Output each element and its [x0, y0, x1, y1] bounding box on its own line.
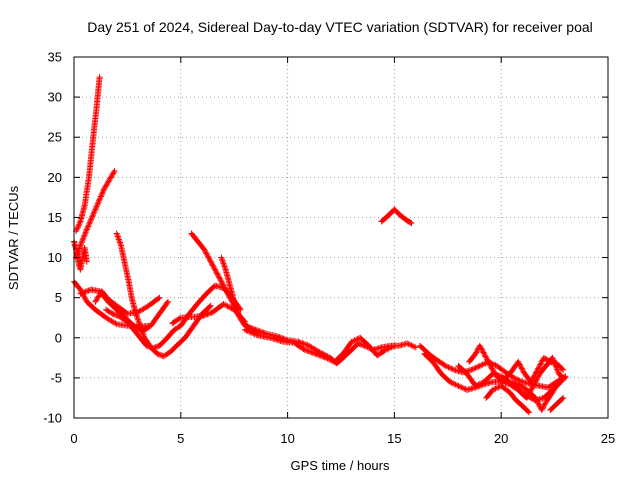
- y-tick-label: 20: [48, 170, 62, 185]
- y-tick-label: -5: [50, 370, 62, 385]
- x-tick-label: 20: [494, 431, 508, 446]
- y-tick-label: 30: [48, 90, 62, 105]
- y-tick-label: 15: [48, 210, 62, 225]
- series-track-19: [483, 382, 532, 416]
- series-track-12: [241, 326, 398, 365]
- series-markers: [73, 74, 103, 235]
- x-axis-label: GPS time / hours: [291, 458, 390, 473]
- series-markers: [511, 354, 567, 401]
- series-track-20: [547, 394, 567, 413]
- y-tick-label: 5: [55, 290, 62, 305]
- chart-title: Day 251 of 2024, Sidereal Day-to-day VTE…: [87, 19, 593, 35]
- x-tick-label: 15: [387, 431, 401, 446]
- x-tick-label: 25: [601, 431, 615, 446]
- series-track-13: [378, 206, 415, 227]
- data-layer: [71, 74, 569, 416]
- x-tick-label: 0: [70, 431, 77, 446]
- series-track-01: [73, 74, 103, 235]
- grid-layer: [74, 57, 608, 418]
- series-markers: [241, 326, 398, 365]
- y-tick-label: 0: [55, 330, 62, 345]
- series-markers: [483, 382, 532, 416]
- y-tick-label: 35: [48, 50, 62, 65]
- tick-layer: 0 5 10 15 20 25 -10 -5 0 5 10 15 20 25 30 35: [43, 50, 615, 447]
- y-tick-label: -10: [43, 411, 62, 426]
- plot-frame: [73, 56, 609, 419]
- series-track-18: [511, 354, 567, 401]
- y-axis-label: SDTVAR / TECUs: [6, 185, 21, 290]
- x-tick-label: 5: [177, 431, 184, 446]
- x-tick-label: 10: [280, 431, 294, 446]
- y-tick-label: 10: [48, 250, 62, 265]
- y-tick-label: 25: [48, 130, 62, 145]
- series-markers: [378, 206, 415, 227]
- series-markers: [547, 394, 567, 413]
